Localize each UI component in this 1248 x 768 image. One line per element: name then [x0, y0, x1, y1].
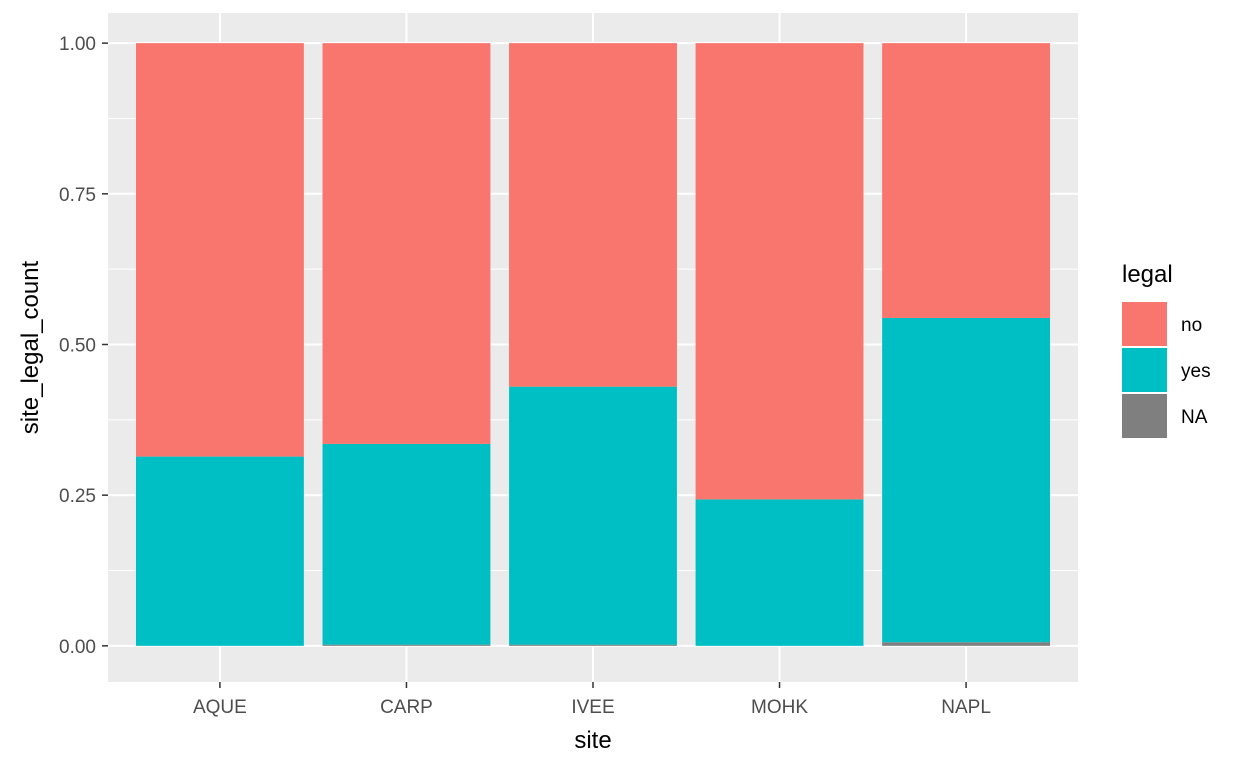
bar-carp-yes — [322, 443, 491, 645]
bar-carp-na — [322, 644, 491, 646]
legend-key-no — [1122, 302, 1167, 346]
x-axis-title: site — [574, 727, 611, 754]
y-tick-label: 0.00 — [59, 637, 96, 658]
bar-aque-no — [135, 43, 304, 457]
x-tick-label: NAPL — [941, 697, 991, 718]
legend-label: NA — [1181, 407, 1208, 428]
legend-title: legal — [1122, 261, 1173, 288]
bar-mohk-no — [695, 43, 864, 500]
legend-key-yes — [1122, 348, 1167, 392]
legend-key-na — [1122, 394, 1167, 438]
bar-ivee-na — [509, 644, 677, 646]
legend: legal no yes NA — [1122, 261, 1211, 438]
y-axis-title: site_legal_count — [17, 260, 44, 434]
x-axis: AQUE CARP IVEE MOHK NAPL — [193, 682, 991, 718]
bar-aque-yes — [135, 456, 304, 646]
bar-ivee-no — [509, 43, 677, 387]
y-tick-label: 0.25 — [59, 486, 96, 507]
bar-carp-no — [322, 43, 491, 444]
bar-ivee-yes — [509, 386, 677, 645]
x-tick-label: AQUE — [193, 697, 247, 718]
bars — [135, 43, 1051, 646]
bar-napl-yes — [882, 317, 1051, 643]
bar-napl-no — [882, 43, 1051, 318]
y-axis: 0.00 0.25 0.50 0.75 1.00 — [59, 34, 108, 658]
x-tick-label: MOHK — [751, 697, 808, 718]
bar-napl-na — [882, 642, 1051, 646]
legend-label: no — [1181, 315, 1202, 336]
legend-label: yes — [1181, 361, 1211, 382]
bar-mohk-yes — [695, 499, 864, 646]
x-tick-label: IVEE — [571, 697, 614, 718]
x-tick-label: CARP — [380, 697, 433, 718]
y-tick-label: 0.50 — [59, 335, 96, 356]
y-tick-label: 1.00 — [59, 34, 96, 55]
y-tick-label: 0.75 — [59, 185, 96, 206]
